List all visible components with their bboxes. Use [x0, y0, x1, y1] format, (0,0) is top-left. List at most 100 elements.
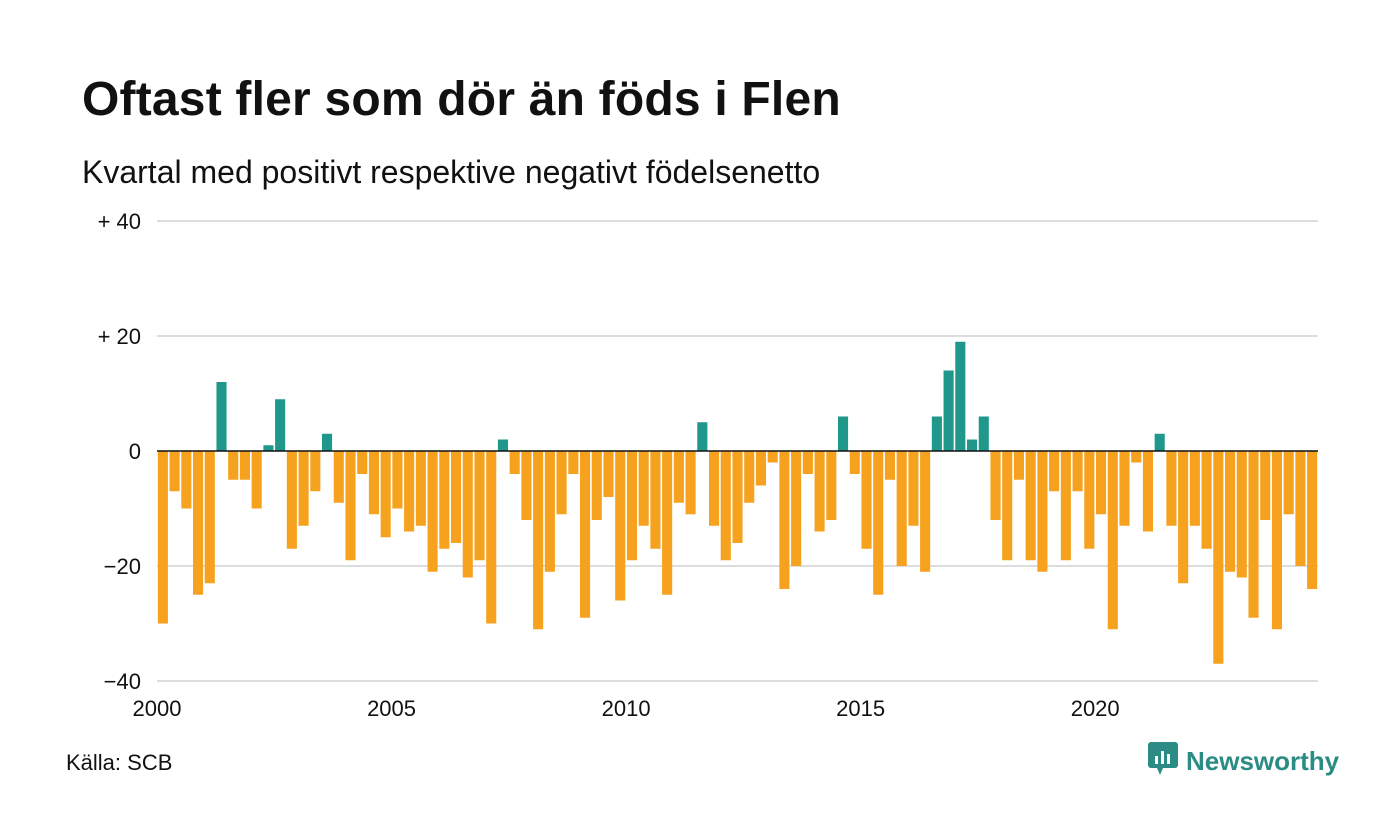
- bar: [791, 451, 802, 566]
- x-axis-tick-labels: 2000 2005 2010 2015 2020: [133, 696, 1120, 721]
- bar: [662, 451, 673, 595]
- bar: [920, 451, 931, 572]
- bar: [908, 451, 919, 526]
- bar: [1260, 451, 1271, 520]
- bar: [744, 451, 755, 503]
- bar: [591, 451, 602, 520]
- y-tick-label: + 20: [98, 324, 141, 349]
- bar: [263, 445, 274, 451]
- bar: [509, 451, 520, 474]
- bar: [1072, 451, 1083, 492]
- bar: [275, 399, 286, 451]
- bar: [638, 451, 649, 526]
- bar: [931, 416, 942, 451]
- y-axis-tick-labels: + 40 + 20 0 −20 −40: [98, 209, 141, 694]
- bars: [157, 341, 1318, 664]
- x-tick-label: 2000: [133, 696, 182, 721]
- bar: [462, 451, 473, 578]
- bar: [838, 416, 849, 451]
- bar: [1307, 451, 1318, 589]
- bar: [228, 451, 239, 480]
- bar: [967, 439, 978, 451]
- bar: [802, 451, 813, 474]
- bar: [333, 451, 344, 503]
- bar: [826, 451, 837, 520]
- bar: [849, 451, 860, 474]
- bar: [486, 451, 497, 624]
- bar: [298, 451, 309, 526]
- y-tick-label: + 40: [98, 209, 141, 234]
- bar: [415, 451, 426, 526]
- brand-name: Newsworthy: [1186, 746, 1340, 776]
- bar: [1119, 451, 1130, 526]
- bar: [1166, 451, 1177, 526]
- bar: [345, 451, 356, 561]
- bar: [157, 451, 168, 624]
- x-tick-label: 2015: [836, 696, 885, 721]
- bar: [1002, 451, 1013, 561]
- bar: [1107, 451, 1118, 630]
- bar: [368, 451, 379, 515]
- bar: [955, 341, 966, 451]
- bar: [239, 451, 250, 480]
- bar: [204, 451, 215, 584]
- x-tick-label: 2010: [602, 696, 651, 721]
- bar: [556, 451, 567, 515]
- bar: [380, 451, 391, 538]
- newsworthy-logo-icon: [1148, 742, 1178, 781]
- bar-chart: + 40 + 20 0 −20 −40 2000 2005 2010 2015 2020: [98, 209, 1318, 721]
- bar: [322, 433, 333, 451]
- bar: [193, 451, 204, 595]
- bar: [720, 451, 731, 561]
- bar: [286, 451, 297, 549]
- bar: [615, 451, 626, 601]
- bar: [392, 451, 403, 509]
- bar: [767, 451, 778, 463]
- bar: [650, 451, 661, 549]
- bar: [1201, 451, 1212, 549]
- y-tick-label: −20: [104, 554, 141, 579]
- bar: [603, 451, 614, 497]
- bar: [544, 451, 555, 572]
- bar: [404, 451, 415, 532]
- bar: [1236, 451, 1247, 578]
- bar: [451, 451, 462, 543]
- x-tick-label: 2020: [1071, 696, 1120, 721]
- bar: [1213, 451, 1224, 664]
- bar: [181, 451, 192, 509]
- bar: [357, 451, 368, 474]
- bar: [990, 451, 1001, 520]
- y-tick-label: −40: [104, 669, 141, 694]
- brand[interactable]: Newsworthy: [1148, 742, 1339, 781]
- bar: [673, 451, 684, 503]
- source-note: Källa: SCB: [66, 750, 173, 775]
- bar: [216, 382, 227, 451]
- bar: [1037, 451, 1048, 572]
- bar: [626, 451, 637, 561]
- bar: [1084, 451, 1095, 549]
- y-tick-label: 0: [129, 439, 141, 464]
- bar: [1295, 451, 1306, 566]
- bar: [1271, 451, 1282, 630]
- bar: [310, 451, 321, 492]
- bar: [1025, 451, 1036, 561]
- bar: [978, 416, 989, 451]
- bar: [1248, 451, 1259, 618]
- bar: [497, 439, 508, 451]
- bar: [1013, 451, 1024, 480]
- bar: [732, 451, 743, 543]
- bar: [533, 451, 544, 630]
- bar: [251, 451, 262, 509]
- bar: [685, 451, 696, 515]
- bar: [1154, 433, 1165, 451]
- x-tick-label: 2005: [367, 696, 416, 721]
- chart-title: Oftast fler som dör än föds i Flen: [82, 73, 841, 126]
- bar: [873, 451, 884, 595]
- bar: [1049, 451, 1060, 492]
- chart-subtitle: Kvartal med positivt respektive negativt…: [82, 154, 821, 190]
- bar: [861, 451, 872, 549]
- bar: [1131, 451, 1142, 463]
- bar: [439, 451, 450, 549]
- bar: [755, 451, 766, 486]
- bar: [474, 451, 485, 561]
